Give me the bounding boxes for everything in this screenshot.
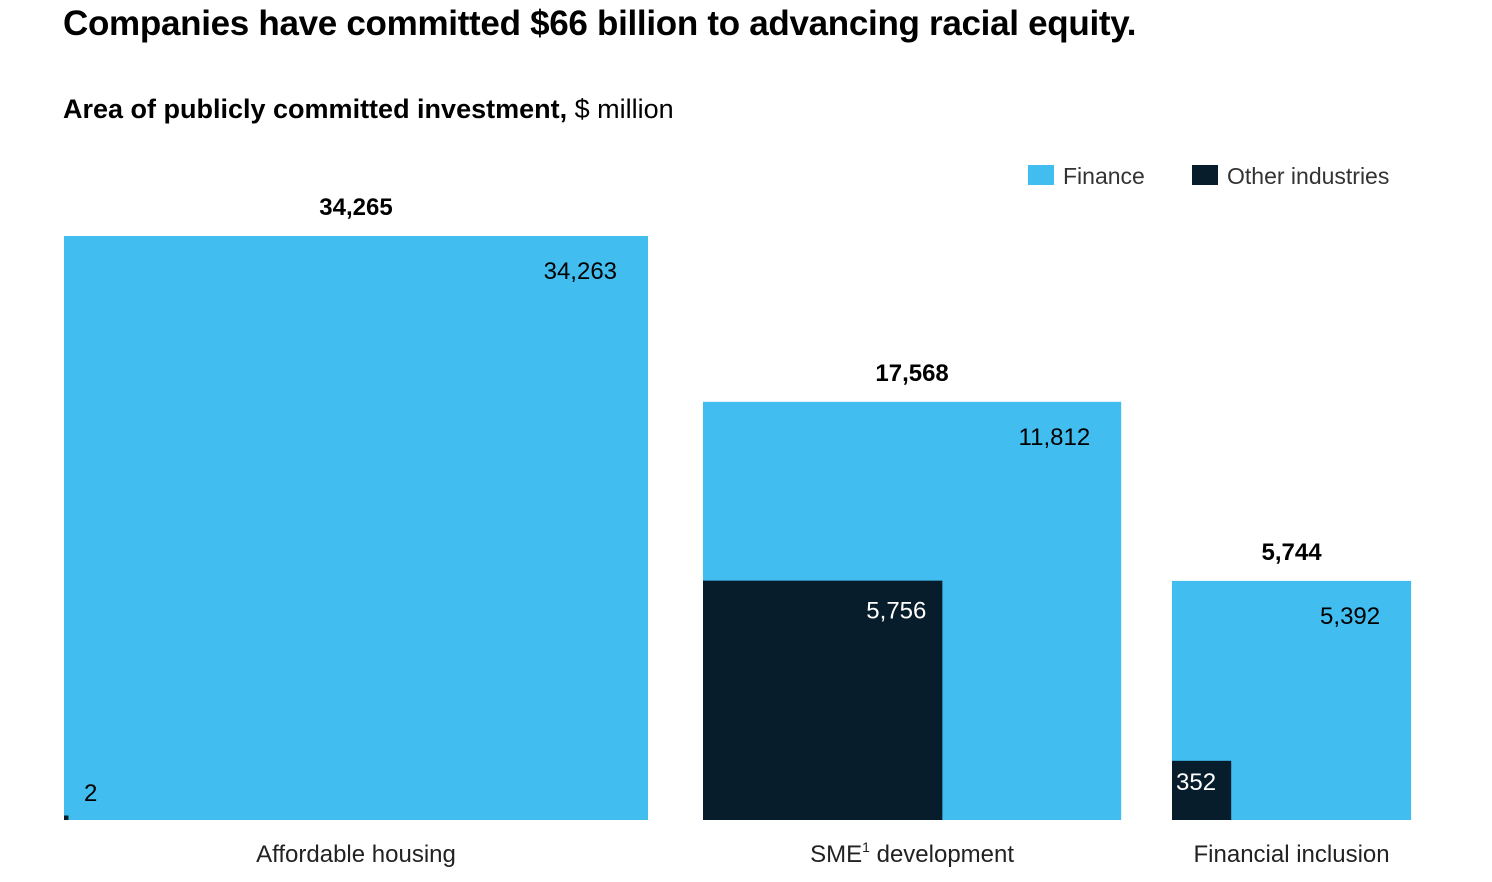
category-label-text: SME: [810, 841, 862, 868]
legend-label-other: Other industries: [1227, 163, 1389, 189]
other-industries-square: [1172, 760, 1232, 820]
legend-swatch-finance: [1028, 165, 1054, 185]
finance-value-label: 5,392: [1320, 603, 1380, 630]
category-label-rest: development: [870, 841, 1014, 868]
total-label: 5,744: [1262, 539, 1323, 566]
total-label: 17,568: [875, 360, 948, 387]
category-label: SME1 development: [810, 839, 1014, 868]
category-label-text: Affordable housing: [256, 841, 456, 868]
legend-swatch-other: [1192, 165, 1218, 185]
category-label: Financial inclusion: [1194, 841, 1390, 868]
other-value-label: 5,756: [866, 598, 926, 625]
legend: Finance Other industries: [1028, 163, 1389, 189]
chart-subtitle: Area of publicly committed investment, $…: [63, 94, 674, 125]
total-label: 34,265: [319, 194, 392, 221]
other-value-label: 2: [84, 780, 97, 807]
finance-square: [64, 235, 649, 821]
other-industries-square: [64, 815, 69, 820]
finance-value-label: 11,812: [1019, 424, 1091, 451]
category-label-text: Financial inclusion: [1194, 841, 1390, 868]
category-label: Affordable housing: [256, 841, 456, 868]
subtitle-unit: $ million: [567, 94, 674, 124]
other-value-label: 352: [1176, 769, 1216, 796]
other-industries-square: [703, 580, 943, 820]
chart-title: Companies have committed $66 billion to …: [63, 4, 1137, 43]
finance-value-label: 34,263: [544, 258, 617, 285]
footnote-marker: 1: [862, 839, 870, 855]
legend-label-finance: Finance: [1063, 163, 1145, 189]
subtitle-bold: Area of publicly committed investment,: [63, 94, 568, 124]
